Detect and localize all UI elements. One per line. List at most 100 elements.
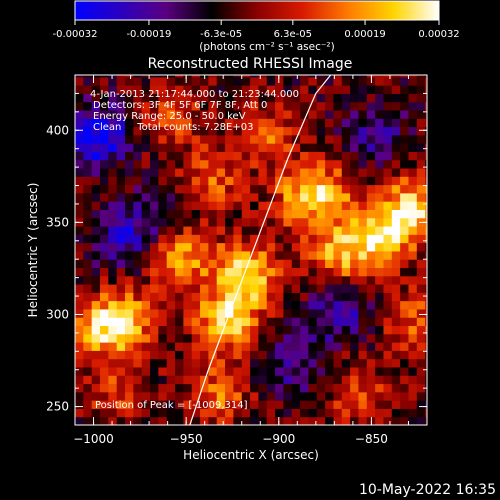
heatmap-cell	[158, 416, 168, 425]
heatmap-cell	[100, 151, 109, 161]
heatmap-cell	[125, 383, 134, 393]
heatmap-cell	[275, 416, 284, 425]
heatmap-cell	[108, 85, 118, 94]
heatmap-cell	[283, 101, 293, 111]
heatmap-cell	[150, 350, 159, 360]
heatmap-cell	[166, 134, 176, 144]
heatmap-cell	[175, 76, 184, 86]
heatmap-cell	[383, 159, 393, 169]
heatmap-cell	[241, 375, 251, 385]
heatmap-cell	[116, 391, 126, 401]
heatmap-cell	[391, 317, 401, 327]
heatmap-cell	[300, 76, 309, 86]
heatmap-cell	[233, 143, 243, 152]
heatmap-cell	[400, 375, 409, 385]
heatmap-cell	[266, 118, 276, 128]
heatmap-cell	[166, 110, 176, 119]
heatmap-cell	[358, 400, 368, 409]
heatmap-cell	[91, 217, 101, 227]
heatmap-cell	[283, 408, 293, 418]
heatmap-cell	[350, 184, 359, 194]
heatmap-cell	[241, 217, 251, 227]
heatmap-cell	[341, 350, 351, 360]
heatmap-cell	[325, 217, 334, 227]
heatmap-cell	[141, 242, 151, 252]
heatmap-cell	[183, 383, 193, 393]
heatmap-cell	[358, 176, 368, 186]
heatmap-cell	[125, 226, 134, 235]
heatmap-cell	[266, 333, 276, 343]
heatmap-cell	[316, 93, 326, 103]
heatmap-cell	[116, 126, 126, 136]
heatmap-cell	[166, 101, 176, 111]
heatmap-cell	[83, 408, 93, 418]
heatmap-cell	[375, 226, 384, 235]
heatmap-cell	[191, 416, 201, 425]
heatmap-cell	[333, 126, 343, 136]
heatmap-cell	[425, 101, 427, 111]
heatmap-cell	[191, 366, 201, 376]
heatmap-cell	[83, 93, 93, 103]
heatmap-cell	[100, 226, 109, 235]
heatmap-cell	[100, 242, 109, 252]
heatmap-cell	[191, 391, 201, 401]
heatmap-cell	[366, 110, 376, 119]
heatmap-cell	[166, 126, 176, 136]
heatmap-cell	[183, 234, 193, 244]
heatmap-cell	[308, 76, 318, 86]
heatmap-cell	[366, 391, 376, 401]
heatmap-cell	[116, 308, 126, 318]
heatmap-cell	[291, 93, 301, 103]
heatmap-cell	[275, 333, 284, 343]
heatmap-cell	[208, 317, 218, 327]
heatmap-cell	[141, 400, 151, 409]
heatmap-cell	[266, 300, 276, 310]
heatmap-cell	[175, 168, 184, 177]
heatmap-cell	[91, 308, 101, 318]
heatmap-cell	[400, 250, 409, 260]
heatmap-cell	[358, 383, 368, 393]
heatmap-cell	[425, 333, 427, 343]
heatmap-cell	[375, 126, 384, 136]
heatmap-cell	[283, 416, 293, 425]
heatmap-cell	[308, 242, 318, 252]
heatmap-cell	[266, 217, 276, 227]
heatmap-cell	[108, 226, 118, 235]
heatmap-cell	[116, 267, 126, 277]
heatmap-cell	[141, 250, 151, 260]
heatmap-cell	[216, 250, 226, 260]
heatmap-cell	[366, 217, 376, 227]
heatmap-cell	[183, 408, 193, 418]
heatmap-cell	[91, 400, 101, 409]
heatmap-cell	[241, 342, 251, 351]
heatmap-cell	[341, 126, 351, 136]
heatmap-cell	[366, 234, 376, 244]
heatmap-cell	[408, 292, 418, 302]
heatmap-cell	[300, 292, 309, 302]
heatmap-cell	[375, 383, 384, 393]
heatmap-cell	[316, 159, 326, 169]
heatmap-cell	[175, 391, 184, 401]
heatmap-cell	[141, 168, 151, 177]
heatmap-cell	[200, 292, 209, 302]
x-axis-ticks: −1000 −950 −900 −850	[73, 75, 428, 446]
heatmap-cell	[200, 416, 209, 425]
solar-limb-curve	[189, 75, 332, 425]
heatmap-cell	[341, 101, 351, 111]
heatmap-cell	[250, 383, 259, 393]
heatmap-cell	[108, 350, 118, 360]
heatmap-cell	[208, 143, 218, 152]
heatmap-cell	[233, 350, 243, 360]
heatmap-cell	[133, 134, 143, 144]
heatmap-cell	[225, 375, 234, 385]
heatmap-cell	[183, 226, 193, 235]
heatmap-cell	[116, 76, 126, 86]
heatmap-cell	[91, 192, 101, 202]
heatmap-cell	[300, 284, 309, 293]
heatmap-cell	[391, 400, 401, 409]
heatmap-cell	[325, 192, 334, 202]
heatmap-cell	[141, 416, 151, 425]
heatmap-cell	[141, 408, 151, 418]
heatmap-cell	[233, 391, 243, 401]
heatmap-cell	[366, 333, 376, 343]
